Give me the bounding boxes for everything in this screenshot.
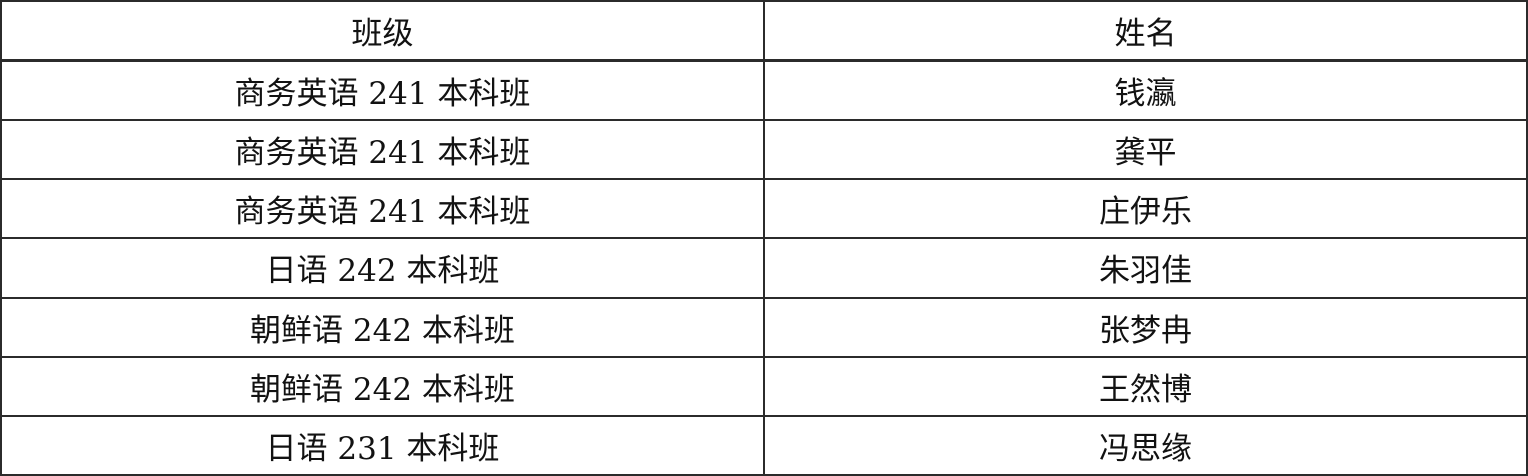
table-row: 朝鲜语 242 本科班 张梦冉	[0, 296, 1528, 358]
class-cell: 日语 231 本科班	[0, 414, 765, 476]
table-row: 商务英语 241 本科班 龚平	[0, 119, 1528, 181]
name-cell: 冯思缘	[763, 414, 1528, 476]
class-cell: 朝鲜语 242 本科班	[0, 296, 765, 358]
header-row: 班级 姓名	[0, 0, 1528, 62]
table-row: 朝鲜语 242 本科班 王然博	[0, 355, 1528, 417]
column-header-class: 班级	[0, 0, 765, 62]
name-cell: 钱瀛	[763, 59, 1528, 122]
name-cell: 张梦冉	[763, 296, 1528, 358]
table-body: 商务英语 241 本科班 钱瀛 商务英语 241 本科班 龚平 商务英语 241 本科班…	[0, 59, 1528, 476]
column-header-name: 姓名	[763, 0, 1528, 62]
class-cell: 日语 242 本科班	[0, 237, 765, 299]
table-row: 商务英语 241 本科班 钱瀛	[0, 59, 1528, 122]
name-cell: 庄伊乐	[763, 178, 1528, 240]
name-cell: 王然博	[763, 355, 1528, 417]
class-cell: 朝鲜语 242 本科班	[0, 355, 765, 417]
table-row: 日语 242 本科班 朱羽佳	[0, 237, 1528, 299]
class-cell: 商务英语 241 本科班	[0, 59, 765, 122]
table-row: 商务英语 241 本科班 庄伊乐	[0, 178, 1528, 240]
name-cell: 龚平	[763, 119, 1528, 181]
name-cell: 朱羽佳	[763, 237, 1528, 299]
class-cell: 商务英语 241 本科班	[0, 119, 765, 181]
table-row: 日语 231 本科班 冯思缘	[0, 414, 1528, 476]
class-cell: 商务英语 241 本科班	[0, 178, 765, 240]
